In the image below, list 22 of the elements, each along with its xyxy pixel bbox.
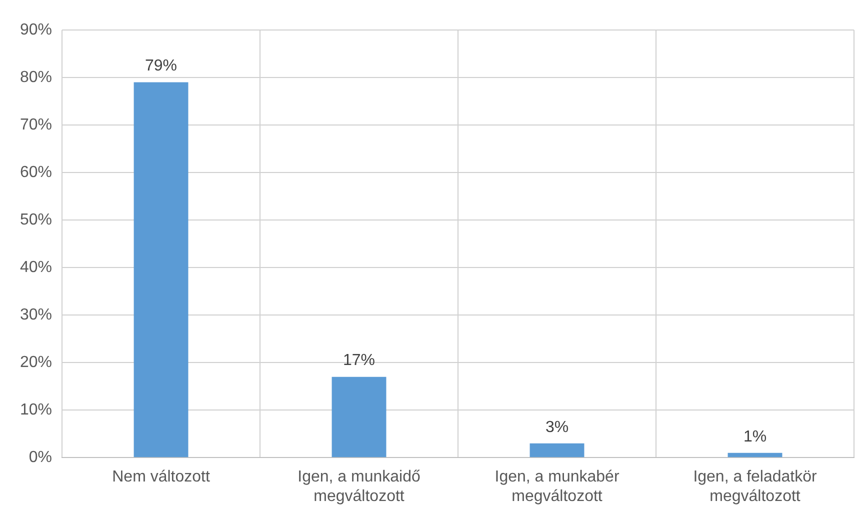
x-tick-label: Nem változott: [112, 468, 210, 486]
y-tick-label: 80%: [20, 68, 52, 86]
data-label: 3%: [545, 418, 569, 436]
x-tick-label: Igen, a feladatkör megváltozott: [693, 468, 818, 505]
y-tick-label: 70%: [20, 116, 52, 134]
bar: [530, 443, 584, 458]
x-tick-label: Igen, a munkabér megváltozott: [494, 468, 620, 505]
bar: [134, 82, 188, 458]
bar: [332, 376, 386, 458]
y-tick-label: 60%: [20, 164, 52, 181]
bar: [728, 452, 782, 458]
y-tick-label: 90%: [20, 21, 52, 38]
y-tick-label: 20%: [20, 354, 52, 371]
y-tick-label: 50%: [20, 211, 52, 228]
data-label: 1%: [743, 428, 767, 446]
data-label: 79%: [145, 58, 178, 75]
y-tick-label: 30%: [20, 306, 52, 324]
y-tick-label: 10%: [20, 401, 52, 418]
y-tick-label: 0%: [28, 449, 52, 466]
data-label: 17%: [343, 352, 376, 370]
y-tick-label: 40%: [20, 258, 52, 276]
x-tick-label: Igen, a munkaidő megváltozott: [298, 468, 420, 505]
